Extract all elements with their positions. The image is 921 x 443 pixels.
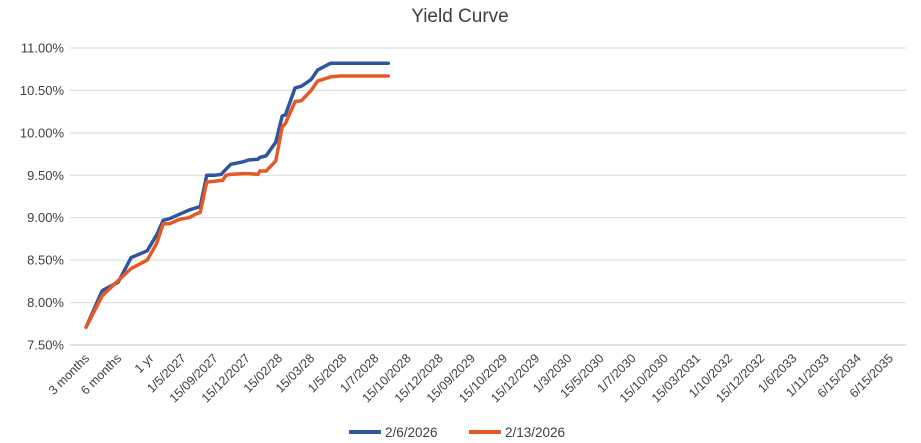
y-tick-label: 9.50%: [27, 168, 64, 183]
y-tick-label: 8.50%: [27, 253, 64, 268]
y-tick-label: 10.00%: [20, 125, 65, 140]
legend-label: 2/13/2026: [505, 425, 565, 440]
x-tick-label: 1 yr: [132, 351, 157, 376]
y-axis-ticks: 7.50% 8.00% 8.50% 9.00% 9.50% 10.00% 10.50% 11.…: [20, 41, 65, 353]
y-tick-label: 10.50%: [20, 83, 65, 98]
legend: 2/6/2026 2/13/2026: [349, 425, 565, 440]
legend-label: 2/6/2026: [385, 425, 438, 440]
series-line-1: [84, 61, 391, 329]
series-line-2: [84, 74, 391, 329]
y-tick-label: 8.00%: [27, 295, 64, 310]
y-tick-label: 9.00%: [27, 210, 64, 225]
chart-title: Yield Curve: [411, 6, 509, 27]
series-lines: [84, 61, 391, 329]
gridlines: [70, 47, 906, 346]
y-tick-label: 7.50%: [27, 338, 64, 353]
y-tick-label: 11.00%: [21, 41, 65, 56]
